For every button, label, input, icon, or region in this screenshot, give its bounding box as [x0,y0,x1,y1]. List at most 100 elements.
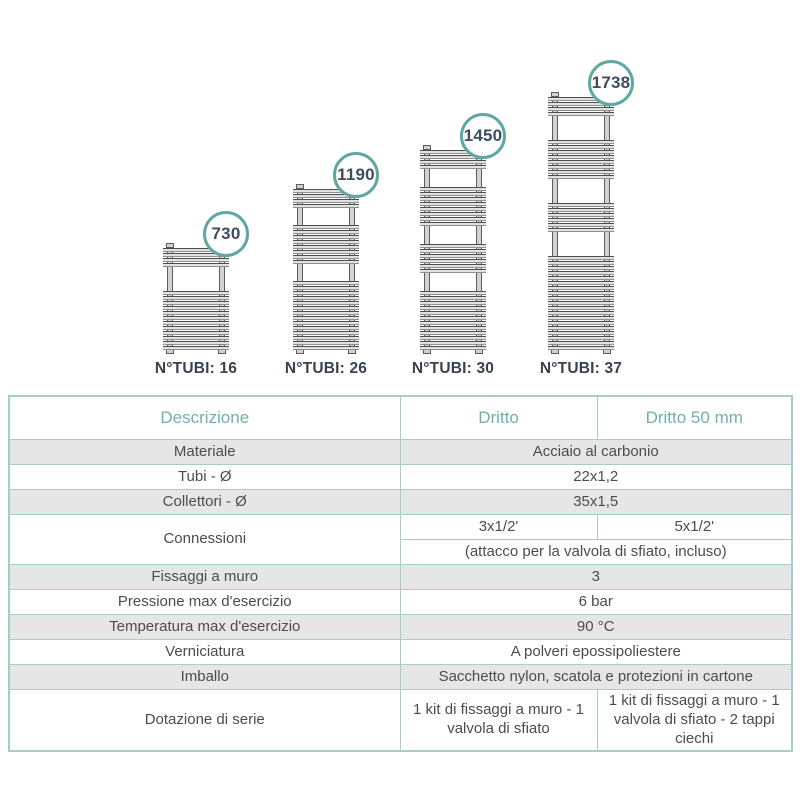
tube [163,331,229,335]
table-row: Tubi - Ø 22x1,2 [8,464,793,490]
tube [163,296,229,300]
row-value: Acciaio al carbonio [399,439,793,465]
tube [420,264,486,268]
tube [420,311,486,315]
tube [420,212,486,216]
table-row: Collettori - Ø 35x1,5 [8,489,793,515]
table-body: Materiale Acciaio al carbonio Tubi - Ø 22x1… [8,439,793,752]
tube [293,326,359,330]
tube [420,187,486,191]
tube-group-gap [548,117,614,140]
tube [548,291,614,295]
tube [293,296,359,300]
tube [548,228,614,232]
tube-group-gap [548,233,614,256]
tube [420,160,486,164]
tube [293,281,359,285]
tube [420,207,486,211]
tube [420,326,486,330]
tube [420,244,486,248]
tube [420,150,486,154]
table-row: Connessioni 3x1/2' 5x1/2' [8,514,793,565]
tube [548,271,614,275]
tube [548,326,614,330]
tube [420,259,486,263]
tube [293,204,359,208]
tube [548,256,614,260]
row-label: Collettori - Ø [8,489,401,515]
tube [293,235,359,239]
tube [293,306,359,310]
row-value: 22x1,2 [399,464,793,490]
radiator-tubes [163,243,229,354]
row-value: 3 [399,564,793,590]
radiator-diagram: 1738 N°TUBI: 37 [540,60,634,377]
table-row: Materiale Acciaio al carbonio [8,439,793,465]
tube [293,316,359,320]
tube [420,269,486,273]
tube [420,254,486,258]
radiator-tubes [293,184,359,354]
tube-group-gap [293,209,359,225]
tube [548,175,614,179]
tube [548,213,614,217]
tube [293,230,359,234]
tube-count-label: N°TUBI: 37 [539,360,623,377]
tube-count-label: N°TUBI: 16 [154,360,238,377]
tube [293,189,359,193]
tube [163,321,229,325]
tube [293,311,359,315]
tube [548,145,614,149]
tube [293,321,359,325]
height-badge: 1450 [460,113,506,159]
tube [420,301,486,305]
tube [548,346,614,350]
tube-group-gap [420,227,486,244]
tube [163,341,229,345]
row-value-dritto: 1 kit di fissaggi a muro - 1 valvola di … [399,689,598,752]
row-value: A polveri epossipoliestere [399,639,793,665]
radiator-diagram: 1190 N°TUBI: 26 [285,152,379,377]
tube [293,255,359,259]
tube [548,301,614,305]
row-label: Dotazione di serie [8,689,401,752]
row-label: Connessioni [8,514,401,565]
row-value: 90 °C [399,614,793,640]
row-label: Temperatura max d'esercizio [8,614,401,640]
tube [548,311,614,315]
tube [548,316,614,320]
tube [420,336,486,340]
table-row: Fissaggi a muro 3 [8,564,793,590]
tube [548,286,614,290]
tube [293,301,359,305]
tube [163,336,229,340]
tube [548,97,614,101]
col-header-dritto-50mm: Dritto 50 mm [596,395,793,440]
tube [548,341,614,345]
tube [163,291,229,295]
tube [420,346,486,350]
tube [548,218,614,222]
tube [293,194,359,198]
table-row: Temperatura max d'esercizio 90 °C [8,614,793,640]
tube [548,306,614,310]
tube [163,248,229,252]
tube [420,249,486,253]
tube [420,306,486,310]
tube [293,341,359,345]
radiator-tubes [548,92,614,354]
tube [548,112,614,116]
tube [420,341,486,345]
tube [548,266,614,270]
tube [163,346,229,350]
tube [163,258,229,262]
table-header-row: Descrizione Dritto Dritto 50 mm [8,395,793,440]
row-value: Sacchetto nylon, scatola e protezioni in… [399,664,793,690]
tube [420,222,486,226]
tube [548,296,614,300]
tube [163,316,229,320]
tube [548,170,614,174]
tube [420,202,486,206]
table-row: Dotazione di serie 1 kit di fissaggi a mu… [8,689,793,752]
tube [548,223,614,227]
